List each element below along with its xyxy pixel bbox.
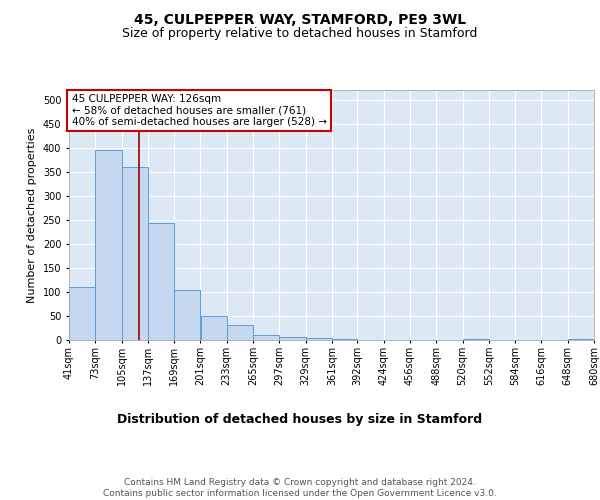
Bar: [568, 339, 594, 340]
Text: 45 CULPEPPER WAY: 126sqm
← 58% of detached houses are smaller (761)
40% of semi-: 45 CULPEPPER WAY: 126sqm ← 58% of detach…: [71, 94, 326, 127]
Bar: [148, 223, 174, 340]
Bar: [69, 287, 95, 340]
Bar: [463, 339, 489, 340]
Bar: [253, 335, 279, 340]
Bar: [332, 339, 358, 340]
Bar: [174, 290, 200, 340]
Bar: [122, 167, 148, 340]
Text: Distribution of detached houses by size in Stamford: Distribution of detached houses by size …: [118, 412, 482, 426]
Bar: [227, 324, 253, 340]
Bar: [95, 150, 122, 340]
Text: Size of property relative to detached houses in Stamford: Size of property relative to detached ho…: [122, 28, 478, 40]
Text: 45, CULPEPPER WAY, STAMFORD, PE9 3WL: 45, CULPEPPER WAY, STAMFORD, PE9 3WL: [134, 12, 466, 26]
Bar: [200, 316, 227, 340]
Bar: [280, 336, 305, 340]
Y-axis label: Number of detached properties: Number of detached properties: [27, 128, 37, 302]
Bar: [305, 338, 332, 340]
Text: Contains HM Land Registry data © Crown copyright and database right 2024.
Contai: Contains HM Land Registry data © Crown c…: [103, 478, 497, 498]
